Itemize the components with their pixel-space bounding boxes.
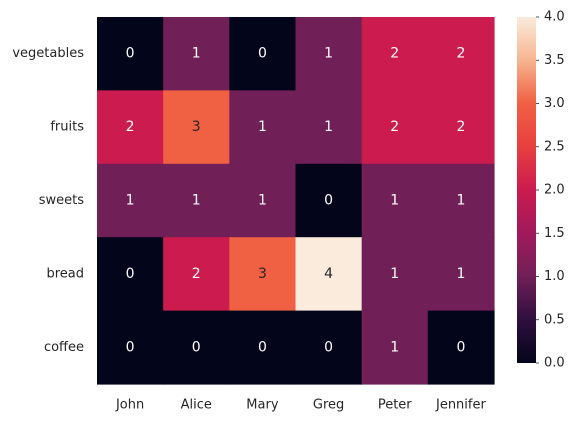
heatmap-cell-vegetables-Alice <box>163 17 230 91</box>
heatmap-cell-fruits-Mary <box>229 90 297 165</box>
colorbar-tick-label: 3.0 <box>544 96 565 111</box>
colorbar-tick-label: 3.5 <box>544 53 565 68</box>
x-tick-label: Greg <box>313 398 344 413</box>
cell-annotation: 3 <box>192 119 201 135</box>
cell-annotation: 1 <box>192 46 201 62</box>
cell-annotation: 1 <box>390 266 399 282</box>
cell-annotation: 0 <box>258 339 267 355</box>
heatmap-cell-bread-Mary <box>229 237 297 312</box>
colorbar-tick-label: 0.0 <box>544 356 565 371</box>
colorbar-tick-label: 1.5 <box>544 226 565 241</box>
cell-annotation: 1 <box>324 46 333 62</box>
cell-annotation: 1 <box>456 266 465 282</box>
cell-annotation: 2 <box>390 119 399 135</box>
heatmap-cell-coffee-John <box>97 310 164 385</box>
heatmap-cell-bread-Peter <box>361 237 429 312</box>
cell-annotation: 1 <box>390 193 399 209</box>
heatmap-cell-coffee-Jennifer <box>427 310 495 385</box>
heatmap-cell-sweets-Peter <box>361 163 429 238</box>
colorbar-tick-labels: 0.0 0.5 1.0 1.5 2.0 2.5 3.0 3.5 4.0 <box>536 10 565 371</box>
cell-annotation: 0 <box>192 339 201 355</box>
cell-annotation: 0 <box>126 339 135 355</box>
cell-annotation: 1 <box>258 193 267 209</box>
heatmap-cell-sweets-Mary <box>229 163 297 238</box>
cell-annotation: 1 <box>258 119 267 135</box>
x-tick-label: Jennifer <box>435 398 486 413</box>
cell-annotation: 2 <box>390 46 399 62</box>
heatmap-cell-sweets-Alice <box>163 163 230 238</box>
y-axis-tick-labels: vegetables fruits sweets bread coffee <box>12 46 84 355</box>
heatmap-cell-sweets-Jennifer <box>427 163 495 238</box>
cell-annotation: 2 <box>456 46 465 62</box>
x-axis-tick-labels: John Alice Mary Greg Peter Jennifer <box>115 398 487 413</box>
y-tick-label: bread <box>46 266 84 281</box>
heatmap-cell-fruits-Peter <box>361 90 429 165</box>
colorbar-tick-label: 1.0 <box>544 269 565 284</box>
heatmap-cell-vegetables-Peter <box>361 17 429 91</box>
colorbar-tick-label: 4.0 <box>544 10 565 25</box>
cell-annotation: 0 <box>126 266 135 282</box>
colorbar-tick-label: 2.0 <box>544 183 565 198</box>
cell-annotation: 1 <box>390 339 399 355</box>
cell-annotation: 2 <box>456 119 465 135</box>
heatmap-cell-bread-Greg <box>295 237 363 312</box>
cell-annotation: 1 <box>192 193 201 209</box>
heatmap-cell-bread-Alice <box>163 237 230 312</box>
heatmap-cell-sweets-Greg <box>295 163 363 238</box>
cell-annotation: 0 <box>126 46 135 62</box>
heatmap-cell-fruits-Jennifer <box>427 90 495 165</box>
heatmap-cell-coffee-Greg <box>295 310 363 385</box>
x-tick-label: John <box>115 398 144 413</box>
x-tick-label: Alice <box>181 398 212 413</box>
cell-annotation: 0 <box>324 339 333 355</box>
x-tick-label: Mary <box>246 398 279 413</box>
colorbar-tick-label: 0.5 <box>544 312 565 327</box>
heatmap-cell-vegetables-Mary <box>229 17 297 91</box>
colorbar: 0.0 0.5 1.0 1.5 2.0 2.5 3.0 3.5 4.0 <box>517 10 565 371</box>
heatmap-cells <box>97 17 495 385</box>
cell-annotation: 1 <box>126 193 135 209</box>
heatmap-cell-coffee-Peter <box>361 310 429 385</box>
heatmap-cell-fruits-Alice <box>163 90 230 165</box>
x-tick-label: Peter <box>378 398 412 413</box>
cell-annotation: 1 <box>324 119 333 135</box>
cell-annotation: 0 <box>456 339 465 355</box>
heatmap-cell-vegetables-Jennifer <box>427 17 495 91</box>
cell-annotation: 1 <box>456 193 465 209</box>
heatmap-annotations: 0 1 0 1 2 2 2 3 1 1 2 2 1 1 1 0 1 1 0 2 3 4 1 1 0 0 0 0 1 0 <box>126 46 466 356</box>
cell-annotation: 0 <box>258 46 267 62</box>
heatmap-cell-coffee-Mary <box>229 310 297 385</box>
y-tick-label: sweets <box>39 193 84 208</box>
y-tick-label: coffee <box>44 340 84 355</box>
cell-annotation: 0 <box>324 193 333 209</box>
cell-annotation: 2 <box>192 266 201 282</box>
heatmap-cell-bread-John <box>97 237 164 312</box>
heatmap-cell-fruits-Greg <box>295 90 363 165</box>
heatmap-cell-bread-Jennifer <box>427 237 495 312</box>
heatmap-cell-coffee-Alice <box>163 310 230 385</box>
heatmap-cell-vegetables-John <box>97 17 164 91</box>
colorbar-tick-label: 2.5 <box>544 139 565 154</box>
y-tick-label: fruits <box>50 120 84 135</box>
heatmap-cell-vegetables-Greg <box>295 17 363 91</box>
heatmap-cell-sweets-John <box>97 163 164 238</box>
heatmap-cell-fruits-John <box>97 90 164 165</box>
y-tick-label: vegetables <box>12 46 84 61</box>
cell-annotation: 3 <box>258 266 267 282</box>
cell-annotation: 2 <box>126 119 135 135</box>
colorbar-gradient <box>517 17 536 363</box>
cell-annotation: 4 <box>324 266 333 282</box>
